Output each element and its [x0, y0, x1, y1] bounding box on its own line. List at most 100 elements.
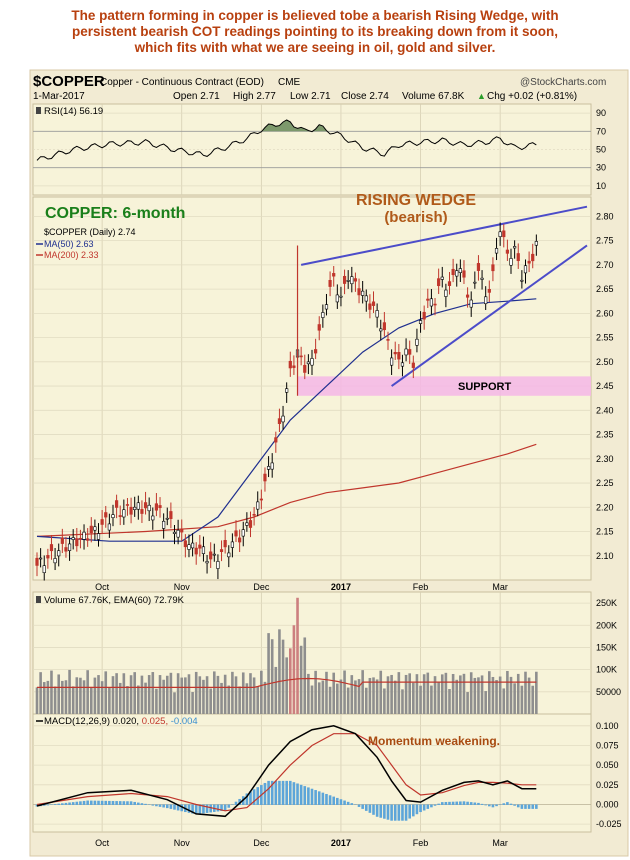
price-bar-body: [357, 288, 361, 296]
price-tick-label: 2.15: [596, 527, 614, 537]
macd-histogram-bar: [364, 804, 368, 811]
volume-bar: [393, 680, 397, 714]
macd-tick-label: 0.050: [596, 760, 619, 770]
volume-bar: [288, 648, 292, 714]
price-bar-body: [176, 529, 180, 538]
volume-bar: [169, 672, 173, 714]
price-bar-body: [353, 278, 358, 282]
macd-histogram-bar: [317, 791, 321, 805]
macd-histogram-bar: [155, 804, 158, 807]
price-bar-body: [86, 538, 90, 541]
macd-histogram-bar: [462, 801, 466, 805]
price-bar-body: [328, 279, 332, 287]
volume-bar: [296, 597, 299, 714]
x-tick-label: 2017: [331, 582, 351, 592]
price-legend: $COPPER (Daily) 2.74 MA(50) 2.63 MA(200)…: [36, 227, 136, 260]
price-bar-body: [364, 295, 368, 302]
macd-histogram-bar: [473, 802, 477, 805]
volume-bar: [86, 670, 89, 714]
volume-bar: [61, 680, 64, 714]
volume-ema-line: [37, 677, 537, 688]
volume-bar: [46, 680, 50, 714]
macd-histogram-bar: [491, 804, 495, 808]
volume-bar: [187, 674, 191, 714]
price-bar-body: [375, 310, 379, 318]
price-bar-body: [469, 299, 473, 308]
momentum-annotation: Momentum weakening.: [368, 734, 500, 748]
volume-bar: [422, 674, 426, 714]
macd-histogram-bar: [328, 795, 332, 805]
price-bar-body: [274, 437, 278, 443]
x-tick-label: Nov: [174, 838, 191, 848]
macd-histogram-bar: [404, 804, 408, 821]
price-bar-body: [93, 526, 97, 531]
volume-bar: [176, 673, 180, 714]
macd-histogram-bar: [57, 803, 61, 805]
macd-histogram-bar: [256, 787, 260, 805]
volume-bar: [307, 673, 310, 714]
volume-bar: [209, 688, 212, 714]
macd-histogram-bar: [303, 786, 307, 805]
macd-histogram-bar: [267, 780, 270, 805]
price-bar-body: [317, 324, 321, 331]
price-bar-body: [140, 509, 144, 514]
macd-histogram-bar: [158, 804, 162, 807]
price-tick-label: 2.65: [596, 284, 614, 294]
price-bar-body: [321, 312, 325, 318]
price-bar-body: [277, 418, 282, 424]
price-bar-body: [111, 514, 115, 518]
price-bar-body: [42, 565, 46, 574]
volume-bar: [375, 679, 379, 714]
x-tick-label: Feb: [413, 582, 429, 592]
volume-bar: [386, 676, 390, 714]
volume-bar: [278, 629, 281, 714]
price-bar-body: [82, 531, 86, 540]
price-bar-body: [455, 270, 459, 277]
macd-histogram-bar: [350, 803, 354, 805]
volume-bar: [238, 686, 241, 714]
price-bar-body: [190, 542, 195, 549]
price-bar-body: [411, 362, 415, 368]
price-bar-body: [234, 530, 238, 537]
price-bar-body: [219, 549, 224, 552]
macd-histogram-bar: [220, 804, 223, 811]
price-bar-body: [285, 388, 289, 393]
rsi-tick-label: 50: [596, 145, 606, 155]
volume-bar: [93, 677, 97, 714]
price-bar-body: [183, 540, 187, 548]
volume-bars: [35, 597, 538, 714]
price-bar-body: [180, 528, 184, 533]
price-bar-body: [53, 558, 57, 564]
macd-histogram-bar: [263, 782, 267, 805]
volume-bar: [437, 682, 440, 714]
volume-bar: [100, 681, 104, 714]
volume-value: Volume 67.8K: [402, 91, 465, 102]
price-bar-body: [520, 279, 524, 282]
macd-histogram-bar: [68, 802, 71, 805]
volume-bar: [231, 671, 234, 714]
macd-histogram-bar: [64, 802, 68, 805]
macd-histogram-bar: [336, 797, 339, 805]
macd-tick-label: 0.100: [596, 721, 619, 731]
symbol-title: $COPPER: [33, 73, 105, 90]
wedge-upper-line: [300, 205, 588, 266]
volume-tick-label: 50000: [596, 687, 621, 697]
macd-histogram-bar: [140, 803, 144, 805]
volume-tick-label: 150K: [596, 642, 617, 652]
macd-histogram-bar: [484, 804, 487, 806]
x-tick-label: Dec: [253, 582, 270, 592]
rsi-line: [36, 119, 537, 161]
x-tick-label: 2017: [331, 838, 351, 848]
volume-bar: [372, 677, 375, 714]
volume-bar: [502, 688, 506, 714]
price-tick-label: 2.20: [596, 502, 614, 512]
price-bar-body: [71, 537, 75, 540]
macd-histogram-bar: [209, 804, 212, 813]
price-bar-body: [494, 248, 499, 254]
volume-bar: [498, 676, 502, 714]
volume-bar: [466, 692, 469, 714]
macd-histogram-bar: [299, 784, 303, 805]
volume-bar: [419, 685, 422, 714]
price-legend-text: $COPPER (Daily) 2.74: [44, 227, 136, 237]
volume-bar: [245, 683, 249, 714]
